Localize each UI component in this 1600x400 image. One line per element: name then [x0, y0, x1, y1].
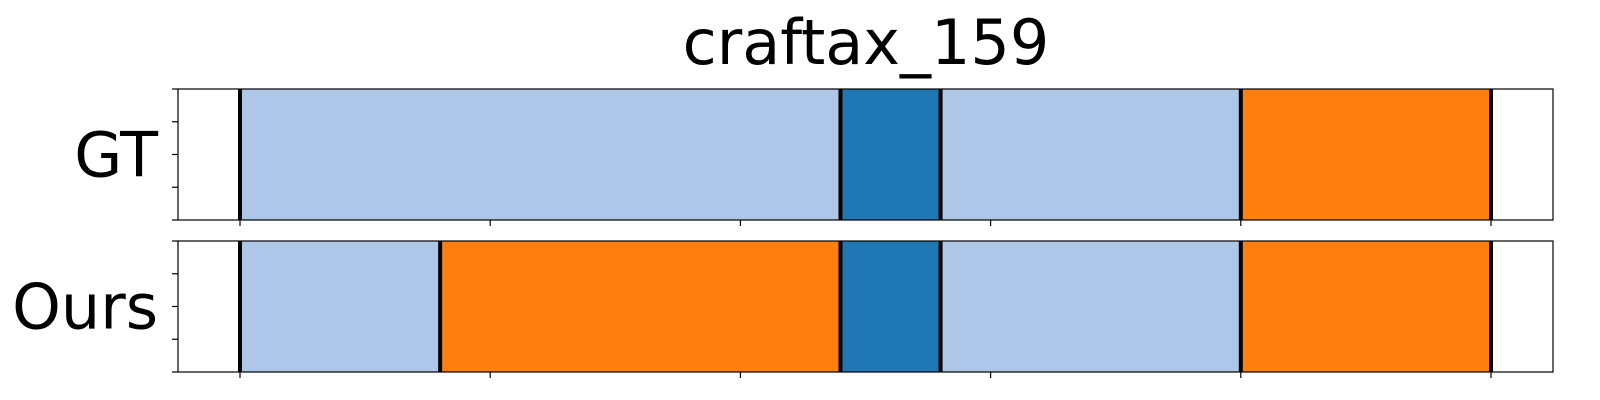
row-label-gt: GT	[74, 119, 159, 192]
panels: GT Ours	[12, 88, 1554, 378]
segment-ours-3	[940, 241, 1241, 372]
panel-gt: GT	[74, 88, 1554, 226]
segment-ours-1	[440, 241, 841, 372]
chart-title: craftax_159	[683, 6, 1050, 79]
segment-gt-3	[1240, 89, 1491, 220]
segment-ours-4	[1240, 241, 1491, 372]
segment-gt-2	[940, 89, 1241, 220]
row-label-ours: Ours	[12, 271, 158, 344]
segment-ours-2	[840, 241, 941, 372]
segment-gt-1	[840, 89, 941, 220]
segment-ours-0	[240, 241, 441, 372]
panel-ours: Ours	[12, 240, 1554, 378]
segment-gt-0	[240, 89, 841, 220]
